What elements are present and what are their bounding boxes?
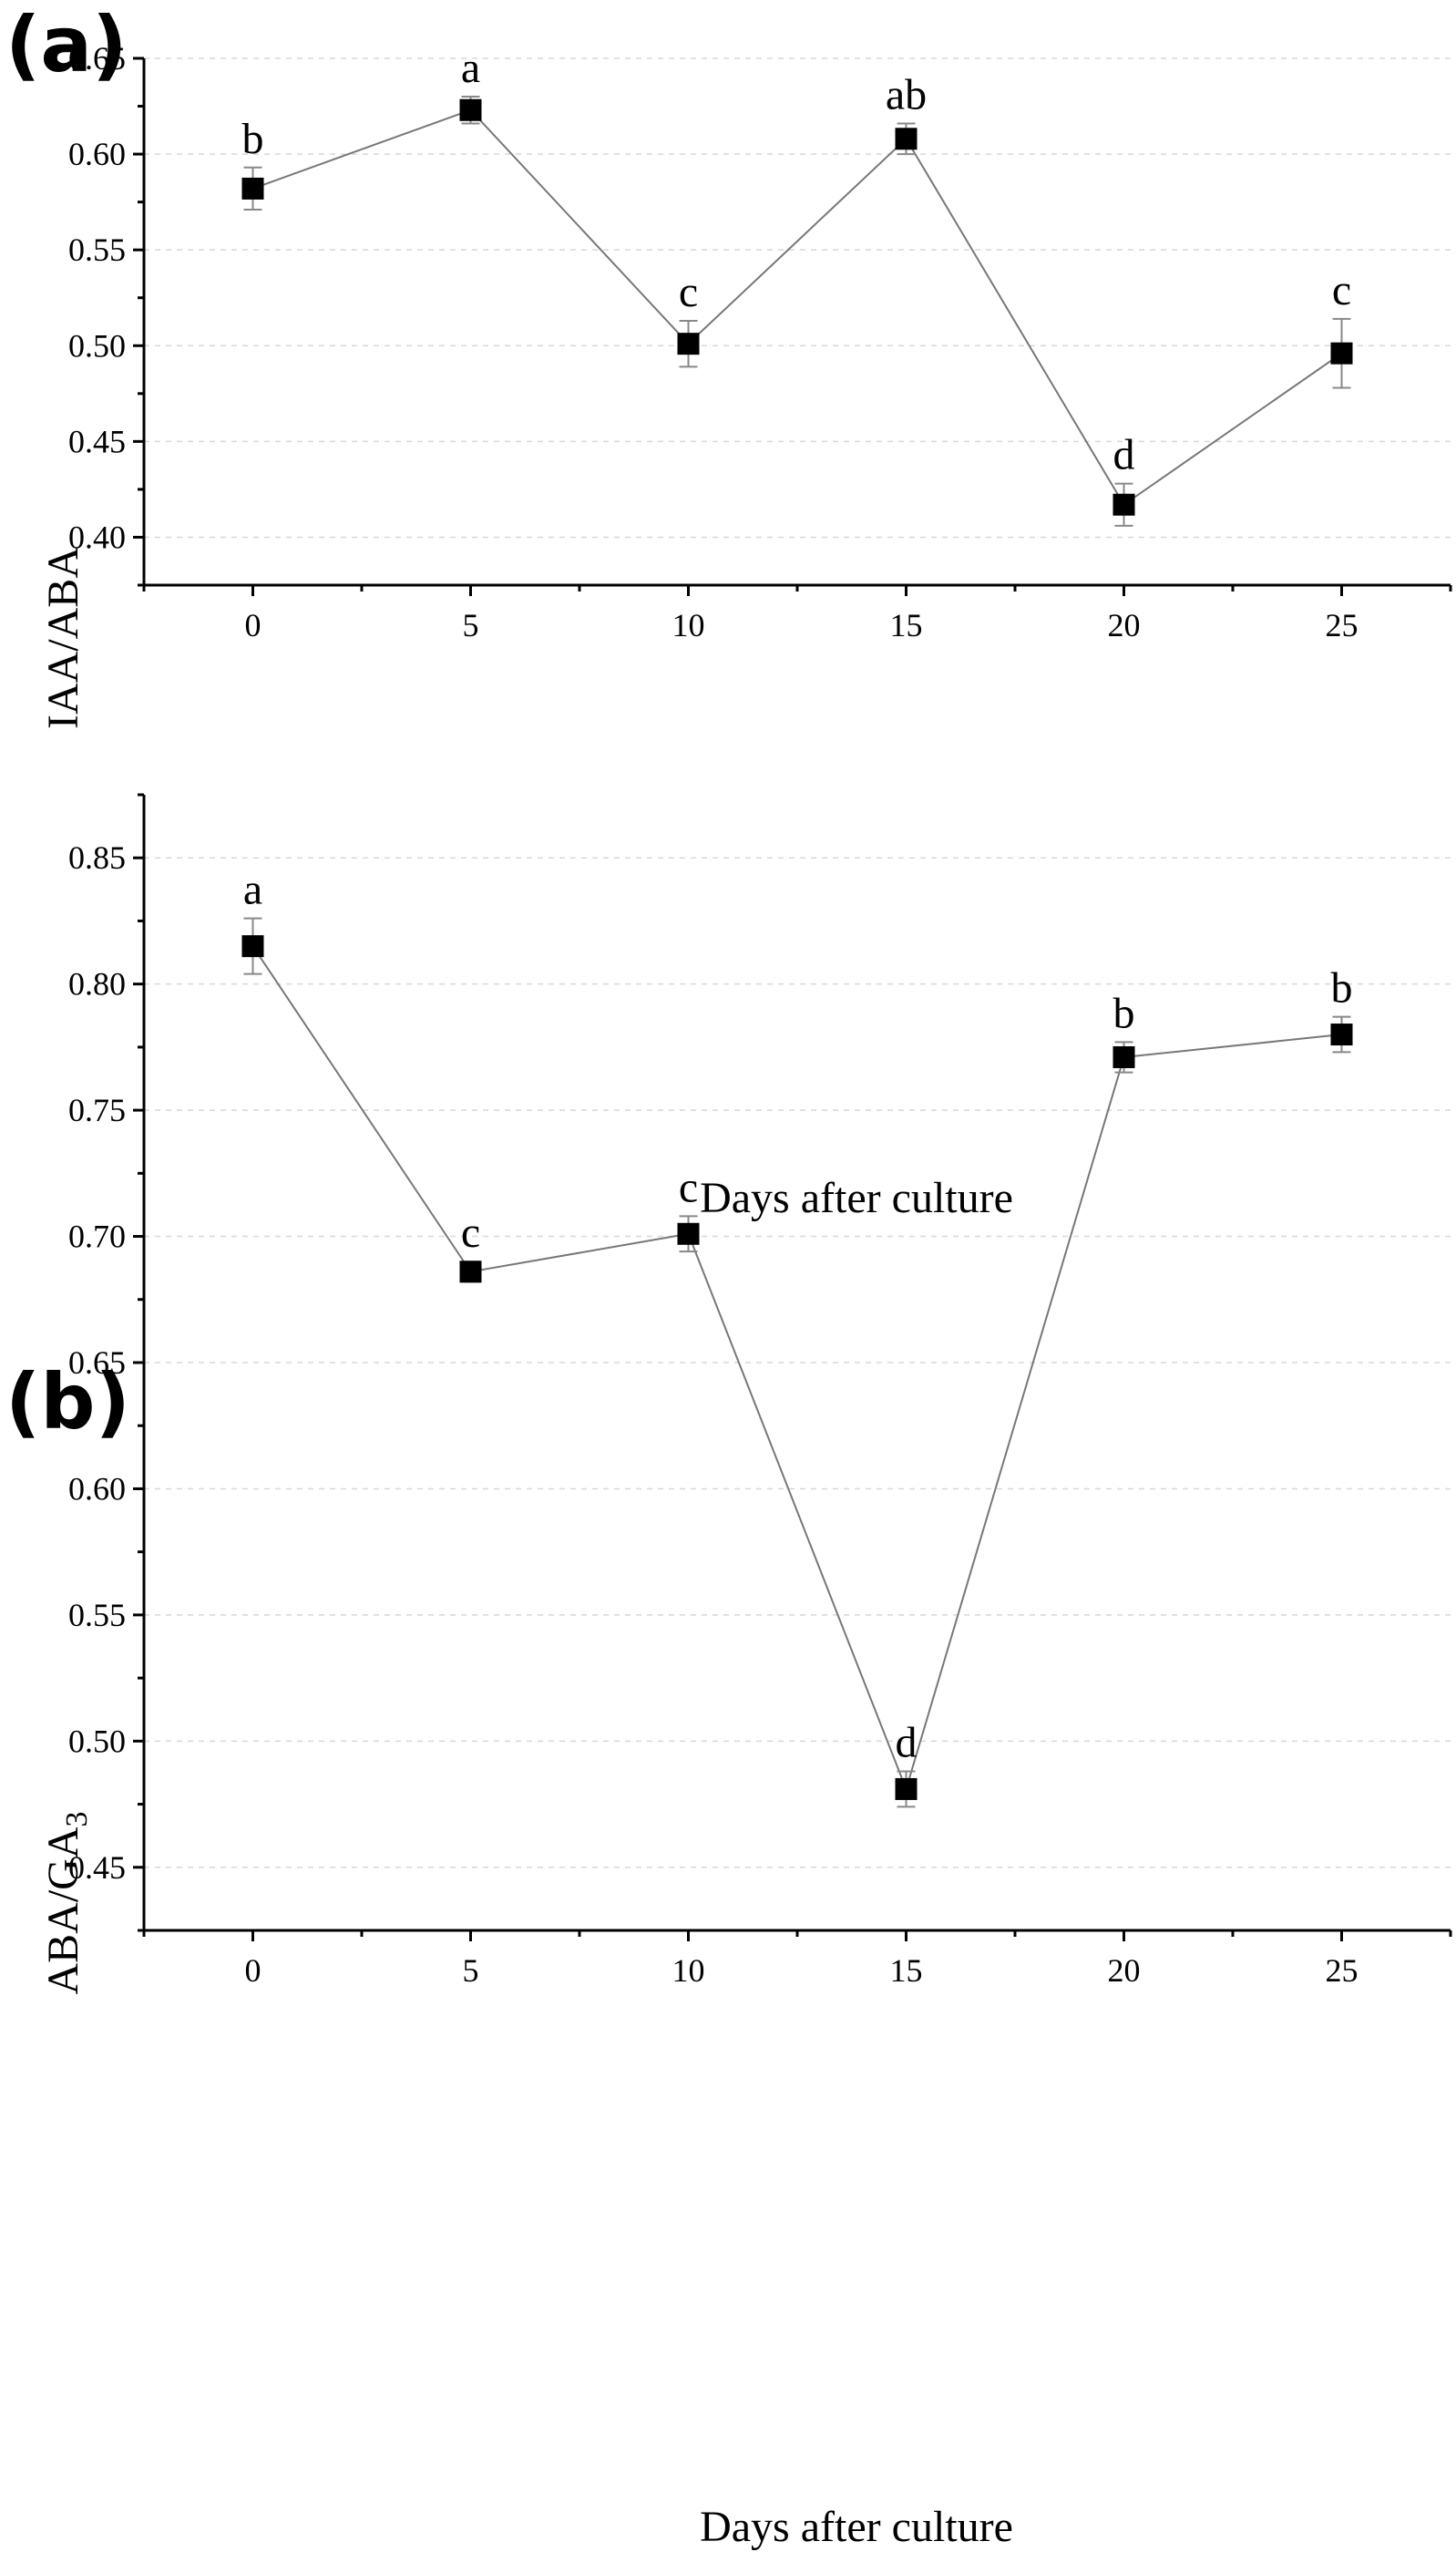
significance-letter-a-2: c [679, 268, 698, 316]
series-line-b-0 [251, 945, 1342, 1793]
significance-letter-b-2: c [679, 1163, 698, 1211]
data-point-b-4 [1113, 1045, 1135, 1068]
y-tick-label-b-4: 0.65 [68, 1344, 126, 1381]
y-axis-label-b-main: ABA/GA [39, 1826, 87, 1994]
x-axis-label-b: Days after culture [700, 2503, 1013, 2551]
x-tick-label-b-0: 0 [245, 1952, 261, 1989]
data-point-a-5 [1330, 342, 1353, 365]
significance-letter-b-1: c [461, 1209, 480, 1257]
panel-label-b: (b) [5, 1357, 130, 1446]
x-tick-label-b-1: 5 [463, 1952, 479, 1989]
significance-letter-a-3: ab [886, 70, 927, 118]
significance-letter-b-0: a [243, 866, 262, 914]
data-point-a-1 [459, 98, 482, 121]
x-tick-label-a-1: 5 [463, 607, 479, 643]
y-tick-label-b-5: 0.70 [68, 1219, 126, 1255]
data-point-a-0 [241, 177, 264, 200]
x-tick-label-b-3: 15 [890, 1952, 923, 1989]
y-axis-label-b-subscript: 3 [60, 1811, 94, 1826]
x-tick-label-a-0: 0 [245, 607, 261, 643]
y-axis-label-a: IAA/ABA [39, 547, 87, 729]
y-tick-label-a-2: 0.50 [68, 327, 126, 364]
x-tick-label-a-2: 10 [672, 607, 705, 643]
x-tick-label-a-3: 15 [890, 607, 923, 643]
series-line-a-0 [252, 108, 1343, 507]
chart-panel-a: (a) IAA/ABA Days after culture 0.400.450… [5, 0, 1452, 1222]
plot-area-a: 0.40 0.45 0.50 0.55 0.60 0.65 0 5 10 15 20 25 b a c ab d… [68, 40, 1452, 643]
significance-letter-a-1: a [461, 44, 480, 92]
x-tick-label-b-2: 10 [672, 1952, 705, 1989]
x-tick-label-a-4: 20 [1108, 607, 1141, 643]
x-tick-label-b-5: 25 [1326, 1952, 1359, 1989]
significance-letter-b-3: d [896, 1719, 918, 1767]
y-tick-label-b-0: 0.45 [68, 1849, 126, 1886]
y-tick-label-a-5: 0.65 [68, 40, 126, 77]
data-point-b-5 [1330, 1024, 1353, 1046]
x-axis-label-a: Days after culture [700, 1174, 1013, 1222]
data-point-b-1 [459, 1260, 482, 1283]
y-tick-label-b-6: 0.75 [68, 1092, 126, 1128]
y-tick-label-a-0: 0.40 [68, 519, 126, 555]
significance-letter-a-0: b [242, 115, 264, 163]
y-tick-label-b-1: 0.50 [68, 1723, 126, 1759]
y-tick-label-b-7: 0.80 [68, 966, 126, 1003]
significance-letter-a-5: c [1332, 266, 1351, 314]
y-tick-label-a-1: 0.45 [68, 423, 126, 459]
y-tick-label-a-3: 0.55 [68, 232, 126, 268]
significance-letter-b-5: b [1331, 964, 1353, 1013]
y-axis-label-b: ABA/GA3 [39, 1811, 94, 1994]
data-point-a-3 [895, 128, 918, 150]
chart-panel-b: (b) ABA/GA3 Days after culture 0.450.500… [5, 793, 1452, 2551]
y-tick-label-b-8: 0.85 [68, 839, 126, 876]
panel-label-a: (a) [5, 0, 127, 89]
data-point-b-0 [241, 935, 264, 958]
data-point-b-2 [677, 1222, 700, 1245]
plot-area-b: 0.45 0.50 0.55 0.60 0.65 0.70 0.75 0.80 0.85 0 5 10… [68, 793, 1452, 1989]
data-point-b-3 [895, 1777, 918, 1800]
x-tick-label-a-5: 25 [1326, 607, 1359, 643]
data-point-a-2 [677, 333, 700, 355]
y-tick-label-b-3: 0.60 [68, 1470, 126, 1507]
y-tick-label-a-4: 0.60 [68, 136, 126, 172]
y-tick-label-b-2: 0.55 [68, 1597, 126, 1633]
x-tick-label-b-4: 20 [1108, 1952, 1141, 1989]
data-point-a-4 [1113, 493, 1135, 516]
significance-letter-a-4: d [1113, 431, 1135, 479]
significance-letter-b-4: b [1113, 989, 1135, 1037]
